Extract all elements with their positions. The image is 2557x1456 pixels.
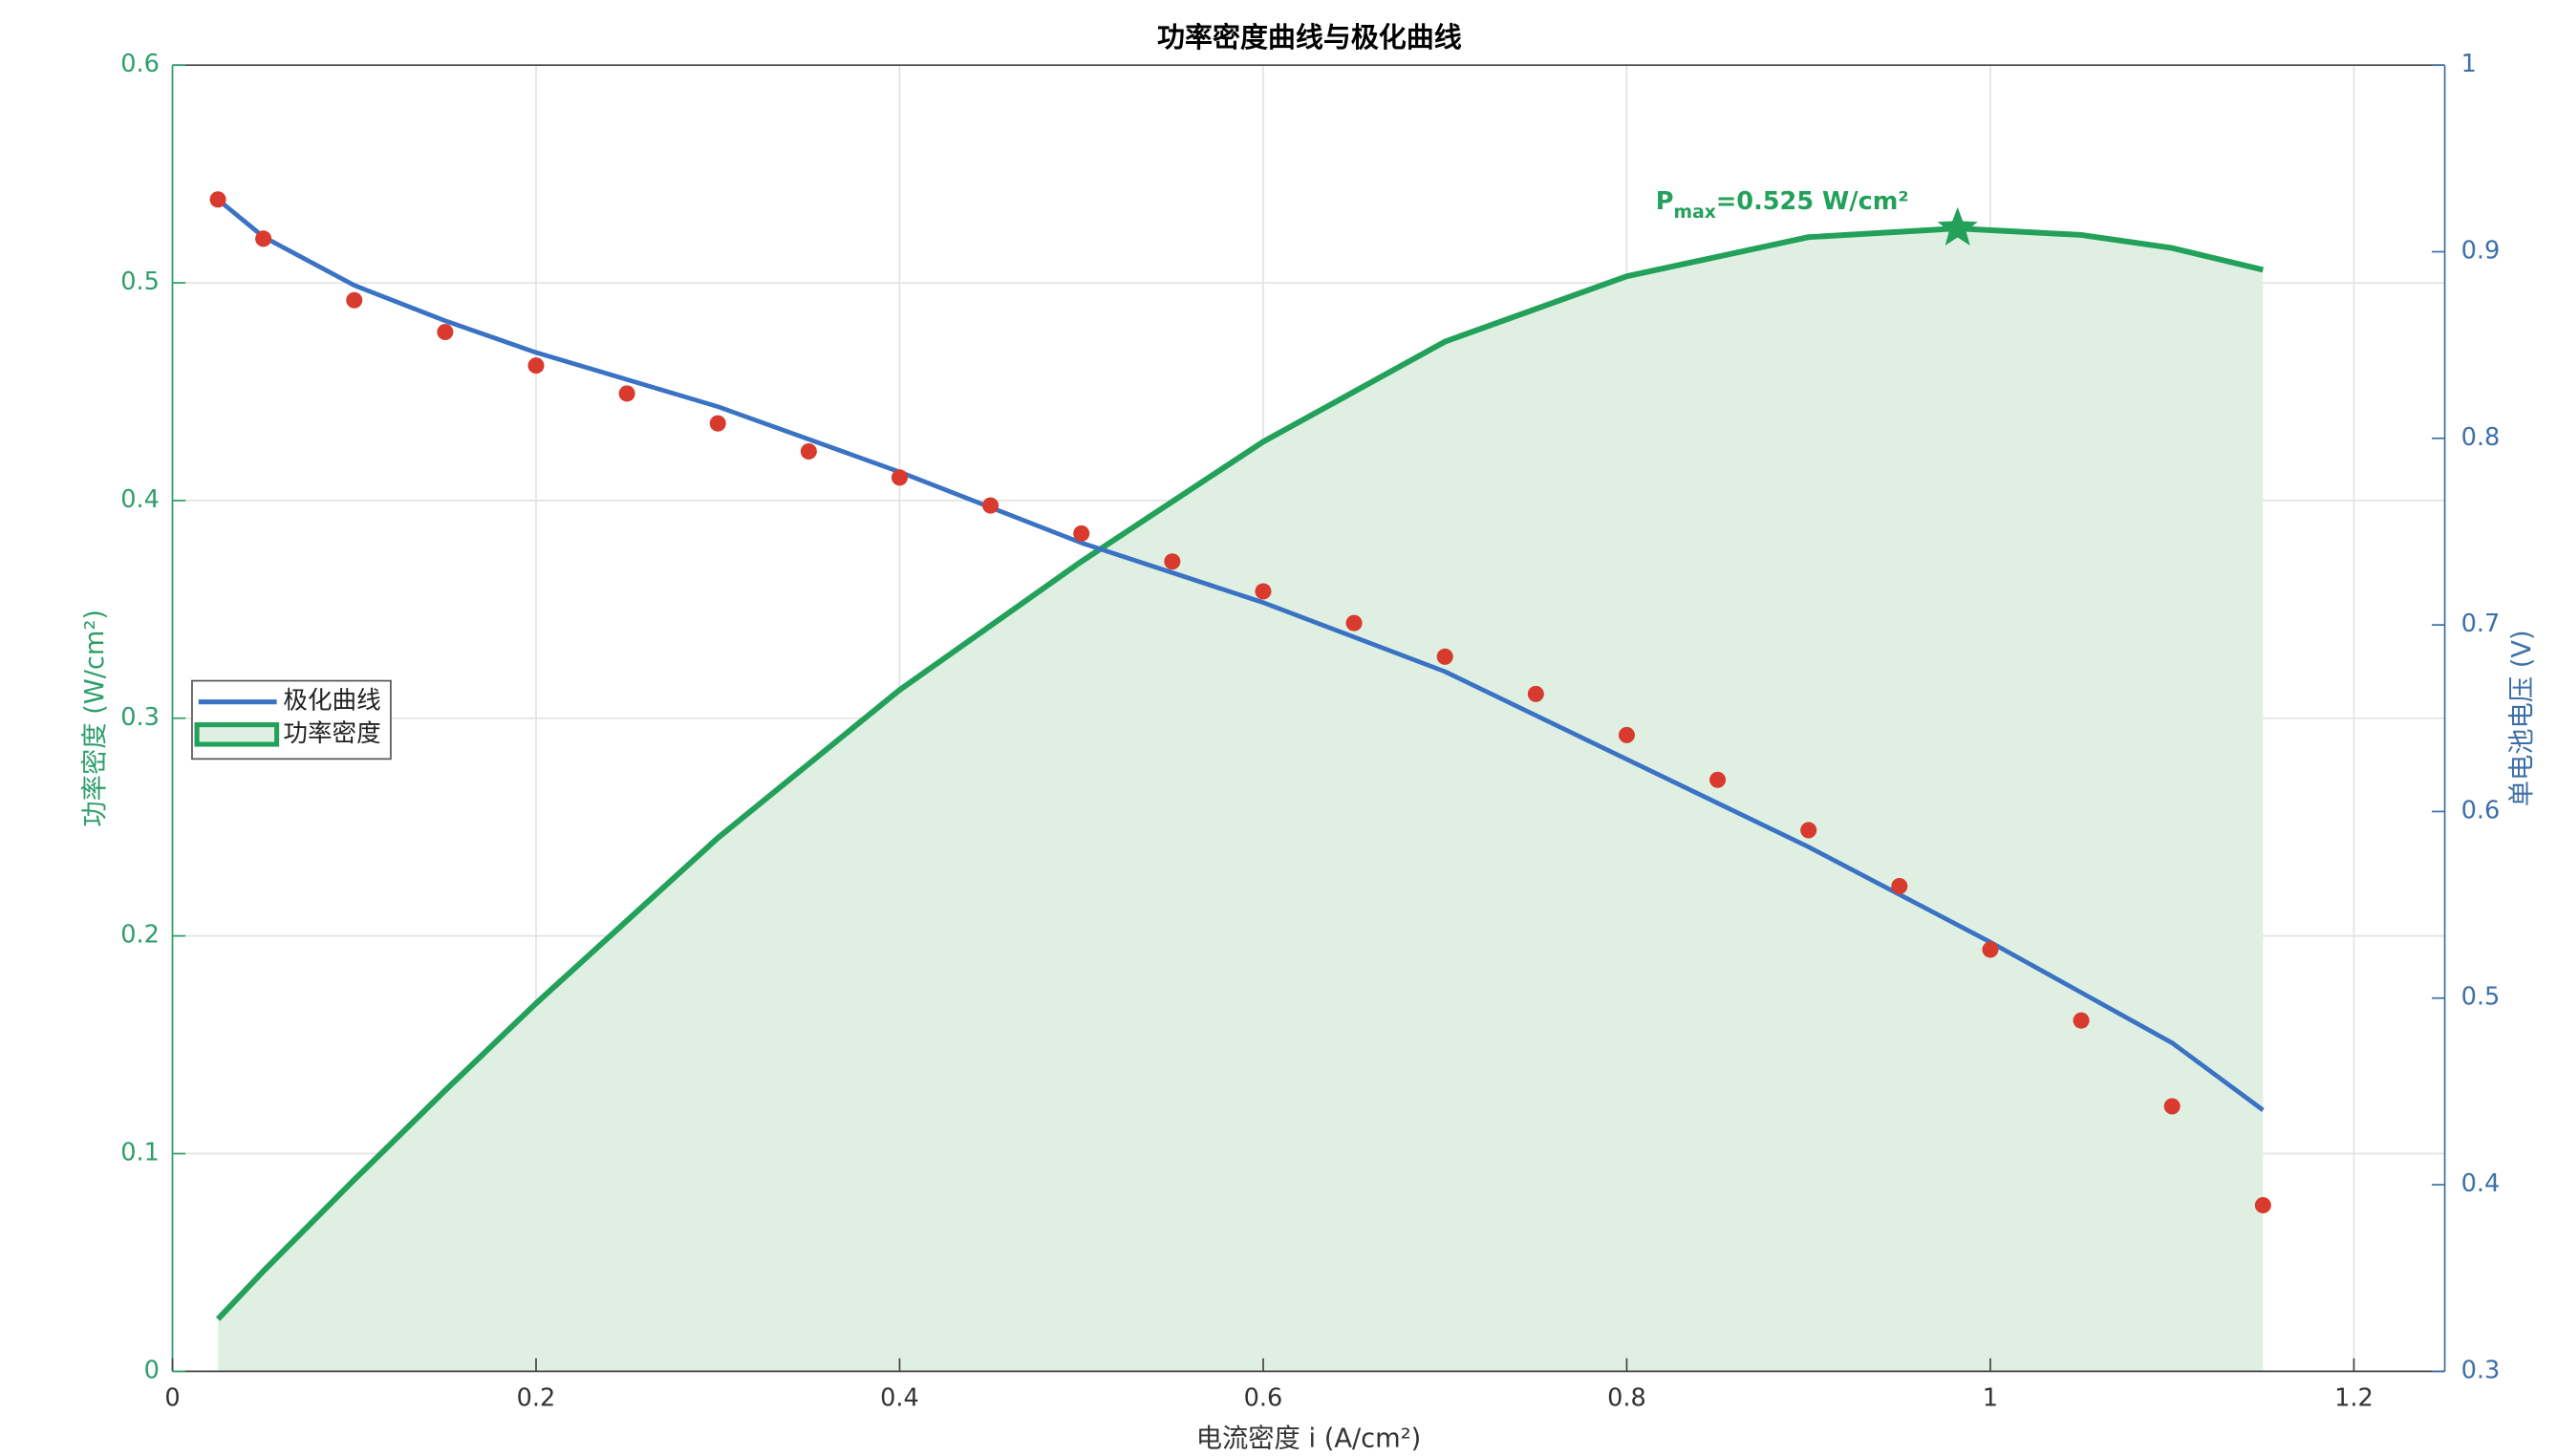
x-tick-label: 1.2 xyxy=(2334,1383,2374,1412)
chart-title: 功率密度曲线与极化曲线 xyxy=(1157,21,1462,54)
data-point xyxy=(346,291,363,309)
y2-tick-label: 0.6 xyxy=(2461,796,2501,824)
data-point xyxy=(1073,525,1090,542)
y-tick-label: 0.3 xyxy=(120,703,160,732)
annotation-rest: =0.525 W/cm² xyxy=(1716,187,1909,216)
y-tick-label: 0.1 xyxy=(120,1138,160,1167)
y-tick-label: 0.5 xyxy=(120,268,160,296)
x-tick-label: 1 xyxy=(1983,1383,1998,1412)
y-tick-label: 0.2 xyxy=(120,921,160,950)
y-tick-label: 0.6 xyxy=(120,50,160,78)
data-point xyxy=(1436,648,1453,665)
data-point xyxy=(1800,822,1817,839)
data-point xyxy=(1982,941,1999,958)
data-point xyxy=(1345,614,1363,632)
y-axis-label: 功率密度 (W/cm²) xyxy=(80,610,110,827)
data-point xyxy=(709,415,726,432)
data-point xyxy=(800,442,817,460)
y-tick-label: 0.4 xyxy=(120,485,160,514)
data-point xyxy=(1709,771,1727,788)
annotation-sub: max xyxy=(1674,203,1716,223)
power-line xyxy=(215,225,2265,1321)
annotation: Pmax=0.525 W/cm² xyxy=(1656,187,1909,223)
data-point xyxy=(209,191,226,208)
x-tick-label: 0 xyxy=(164,1383,180,1412)
y2-tick-label: 0.5 xyxy=(2461,983,2501,1012)
pmax-star xyxy=(1937,206,1978,246)
x-tick-label: 0.8 xyxy=(1607,1383,1646,1412)
x-tick-label: 0.4 xyxy=(880,1383,919,1412)
annotation-p: P xyxy=(1656,187,1674,216)
data-point xyxy=(2163,1098,2181,1115)
data-point xyxy=(255,230,272,247)
data-point xyxy=(1618,726,1635,743)
data-point xyxy=(437,323,454,341)
data-point xyxy=(982,497,999,514)
y2-tick-label: 0.7 xyxy=(2461,610,2501,638)
data-point xyxy=(891,469,909,486)
data-point xyxy=(1255,583,1272,600)
data-point xyxy=(1891,878,1908,895)
legend-label: 极化曲线 xyxy=(283,687,380,716)
y-tick-label: 0 xyxy=(144,1356,160,1384)
data-point xyxy=(1164,553,1181,570)
y2-tick-label: 0.4 xyxy=(2461,1169,2501,1198)
y2-tick-label: 1 xyxy=(2461,50,2477,78)
data-point xyxy=(2073,1012,2090,1029)
y2-tick-label: 0.9 xyxy=(2461,236,2501,265)
plot-area xyxy=(209,191,2271,1372)
y2-tick-label: 0.8 xyxy=(2461,423,2501,452)
x-axis-label: 电流密度 i (A/cm²) xyxy=(1196,1424,1422,1453)
data-point xyxy=(527,357,545,375)
x-tick-label: 0.2 xyxy=(517,1383,556,1412)
y2-axis-label: 单电池电压 (V) xyxy=(2507,630,2537,806)
data-point xyxy=(1527,685,1544,702)
legend-label: 功率密度 xyxy=(283,719,380,748)
polarization-line xyxy=(216,197,2265,1112)
data-point xyxy=(618,385,635,402)
legend-swatch xyxy=(194,722,280,747)
x-tick-label: 0.6 xyxy=(1244,1383,1283,1412)
y2-tick-label: 0.3 xyxy=(2461,1356,2501,1384)
data-point xyxy=(2254,1197,2271,1214)
area-fill xyxy=(218,228,2264,1372)
